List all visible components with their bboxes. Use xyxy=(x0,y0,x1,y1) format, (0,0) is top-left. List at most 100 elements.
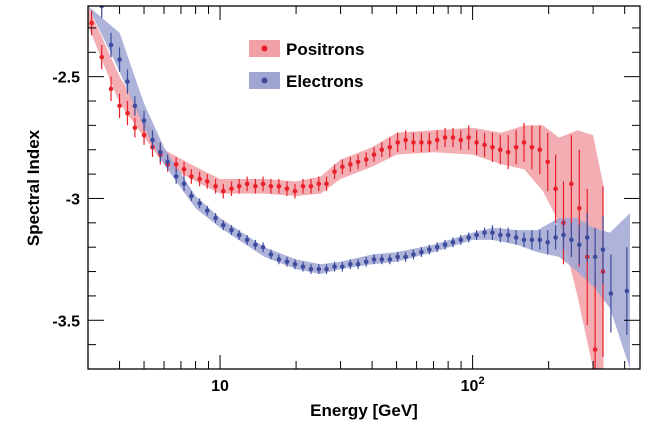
electrons-marker xyxy=(482,230,487,235)
electrons-point xyxy=(308,264,314,274)
electrons-marker xyxy=(474,232,479,238)
positrons-marker xyxy=(450,135,456,140)
electrons-marker xyxy=(125,79,130,84)
positrons-point xyxy=(244,176,250,192)
positrons-point xyxy=(355,154,361,170)
electrons-point xyxy=(316,264,322,274)
electrons-point xyxy=(340,261,345,272)
legend-entry-positrons: Positrons xyxy=(249,40,364,59)
electrons-point xyxy=(158,142,163,162)
y-tick-label: -3 xyxy=(66,191,80,208)
electrons-point xyxy=(600,215,606,284)
positrons-marker xyxy=(569,181,574,187)
positrons-point xyxy=(521,122,527,162)
positrons-point xyxy=(553,154,558,223)
positrons-point xyxy=(411,132,416,153)
electrons-point xyxy=(569,222,574,257)
positrons-point xyxy=(403,130,408,150)
positrons-marker xyxy=(529,145,535,150)
positrons-point xyxy=(308,178,314,194)
electrons-point xyxy=(332,261,337,272)
electrons-marker xyxy=(600,247,606,252)
electrons-marker xyxy=(308,266,314,272)
positrons-point xyxy=(513,130,519,165)
positrons-point xyxy=(284,181,290,197)
electrons-point xyxy=(561,220,566,250)
positrons-point xyxy=(189,169,194,184)
electrons-marker xyxy=(513,235,519,240)
electrons-marker xyxy=(276,257,282,262)
electrons-point xyxy=(268,249,274,260)
positrons-point xyxy=(497,135,503,165)
uncertainty-bands xyxy=(88,6,630,369)
positrons-point xyxy=(229,181,234,197)
electrons-point xyxy=(466,232,472,243)
positrons-point xyxy=(474,130,479,155)
electrons-point xyxy=(244,235,250,245)
electrons-marker xyxy=(189,193,194,199)
electrons-point xyxy=(411,249,416,260)
plot-frame xyxy=(87,5,641,370)
electrons-marker xyxy=(348,261,353,267)
electrons-point xyxy=(513,230,519,245)
positrons-marker xyxy=(253,183,258,189)
positrons-marker xyxy=(419,140,424,145)
electrons-point xyxy=(379,254,385,265)
electrons-marker xyxy=(108,42,114,48)
positrons-point xyxy=(89,10,94,36)
electrons-marker xyxy=(324,266,329,272)
positrons-marker xyxy=(220,188,226,194)
positrons-marker xyxy=(395,140,400,145)
legend: Positrons Electrons xyxy=(249,40,364,91)
positrons-point xyxy=(537,125,543,175)
electrons-point xyxy=(482,227,487,238)
electrons-marker xyxy=(173,174,179,179)
positrons-marker xyxy=(229,186,234,192)
electrons-point xyxy=(497,227,503,243)
positrons-point xyxy=(220,183,226,199)
electrons-marker xyxy=(395,254,400,260)
electrons-point xyxy=(324,264,329,274)
electrons-marker xyxy=(561,232,566,238)
positrons-point xyxy=(458,130,464,150)
positrons-marker xyxy=(411,140,416,145)
positrons-marker xyxy=(117,103,122,109)
electrons-point xyxy=(387,254,393,265)
electrons-point xyxy=(132,96,138,116)
electrons-point xyxy=(505,227,511,243)
positrons-marker xyxy=(466,135,472,140)
electrons-point xyxy=(189,191,194,201)
legend-marker-positrons xyxy=(261,45,268,52)
positrons-point xyxy=(592,271,598,369)
positrons-marker xyxy=(474,140,479,145)
electrons-marker xyxy=(584,235,590,240)
positrons-point xyxy=(125,101,130,126)
positrons-point xyxy=(434,130,440,150)
electrons-point xyxy=(474,230,479,240)
positrons-point xyxy=(181,161,187,177)
legend-marker-electrons xyxy=(261,77,268,84)
positrons-marker xyxy=(537,147,543,153)
electrons-point xyxy=(125,69,130,94)
positrons-point xyxy=(569,135,574,233)
electrons-point xyxy=(403,252,408,262)
positrons-point xyxy=(316,176,322,192)
positrons-point xyxy=(213,178,218,194)
positrons-marker xyxy=(545,159,551,165)
electrons-marker xyxy=(158,149,163,155)
positrons-marker xyxy=(125,110,130,116)
electrons-marker xyxy=(371,257,377,262)
positrons-marker xyxy=(132,125,138,131)
positrons-point xyxy=(348,157,353,172)
positrons-point xyxy=(363,152,369,167)
electrons-marker xyxy=(117,57,122,62)
positrons-marker xyxy=(379,147,385,153)
positrons-marker xyxy=(403,137,408,143)
positrons-marker xyxy=(348,162,353,167)
positrons-marker xyxy=(189,174,194,179)
positrons-point xyxy=(395,132,400,153)
electrons-marker xyxy=(505,232,511,238)
x-tick-label: 10 xyxy=(211,378,229,395)
electrons-marker xyxy=(213,215,218,221)
